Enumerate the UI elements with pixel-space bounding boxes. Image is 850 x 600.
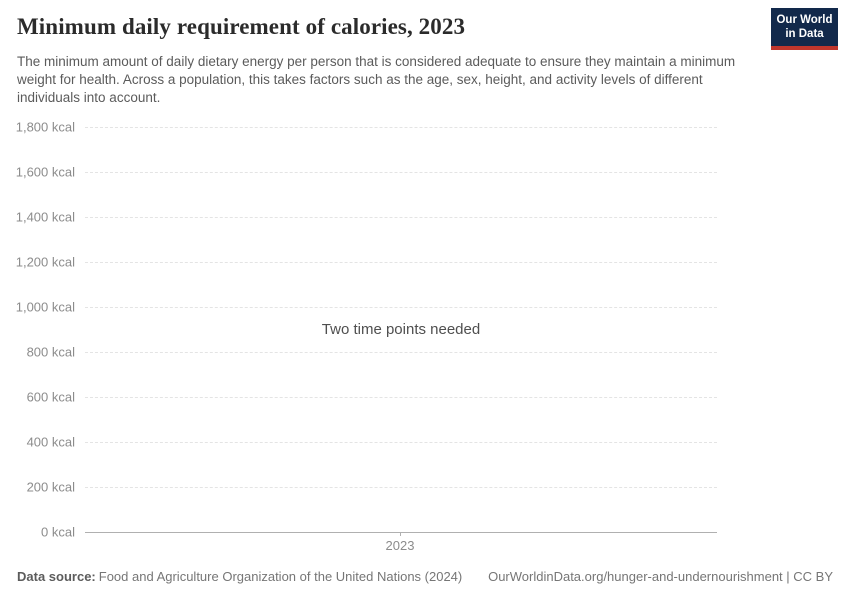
- gridline: [85, 262, 717, 263]
- gridline: [85, 442, 717, 443]
- y-tick-label: 400 kcal: [26, 434, 75, 450]
- y-tick-label: 200 kcal: [26, 479, 75, 495]
- gridline: [85, 352, 717, 353]
- datasource-label: Data source:: [17, 569, 96, 584]
- x-tick-label-2023: 2023: [385, 538, 415, 553]
- y-tick-label: 1,000 kcal: [15, 299, 75, 315]
- gridline: [85, 397, 717, 398]
- y-tick-label: 1,400 kcal: [15, 209, 75, 225]
- footer-citation-link[interactable]: OurWorldinData.org/hunger-and-undernouri…: [488, 569, 833, 584]
- y-tick-label: 1,200 kcal: [15, 254, 75, 270]
- x-axis-line: [85, 532, 717, 533]
- empty-state-message: Two time points needed: [321, 321, 481, 338]
- y-tick-label: 1,800 kcal: [15, 119, 75, 135]
- gridline: [85, 127, 717, 128]
- chart-subtitle: The minimum amount of daily dietary ener…: [17, 54, 736, 105]
- gridline: [85, 307, 717, 308]
- owid-logo-line2: in Data: [785, 28, 824, 41]
- x-tick-mark: [400, 532, 401, 536]
- gridline: [85, 487, 717, 488]
- footer-datasource: Data source: Food and Agriculture Organiz…: [17, 569, 462, 584]
- page-title: Minimum daily requirement of calories, 2…: [17, 14, 466, 39]
- gridline: [85, 172, 717, 173]
- y-tick-label: 800 kcal: [26, 344, 75, 360]
- datasource-value: Food and Agriculture Organization of the…: [98, 569, 463, 584]
- owid-logo-line1: Our World: [776, 14, 833, 26]
- owid-logo[interactable]: Our World in Data: [771, 8, 838, 50]
- y-tick-label: 0 kcal: [41, 524, 75, 540]
- y-tick-label: 1,600 kcal: [15, 164, 75, 180]
- gridline: [85, 217, 717, 218]
- y-tick-label: 600 kcal: [26, 389, 75, 405]
